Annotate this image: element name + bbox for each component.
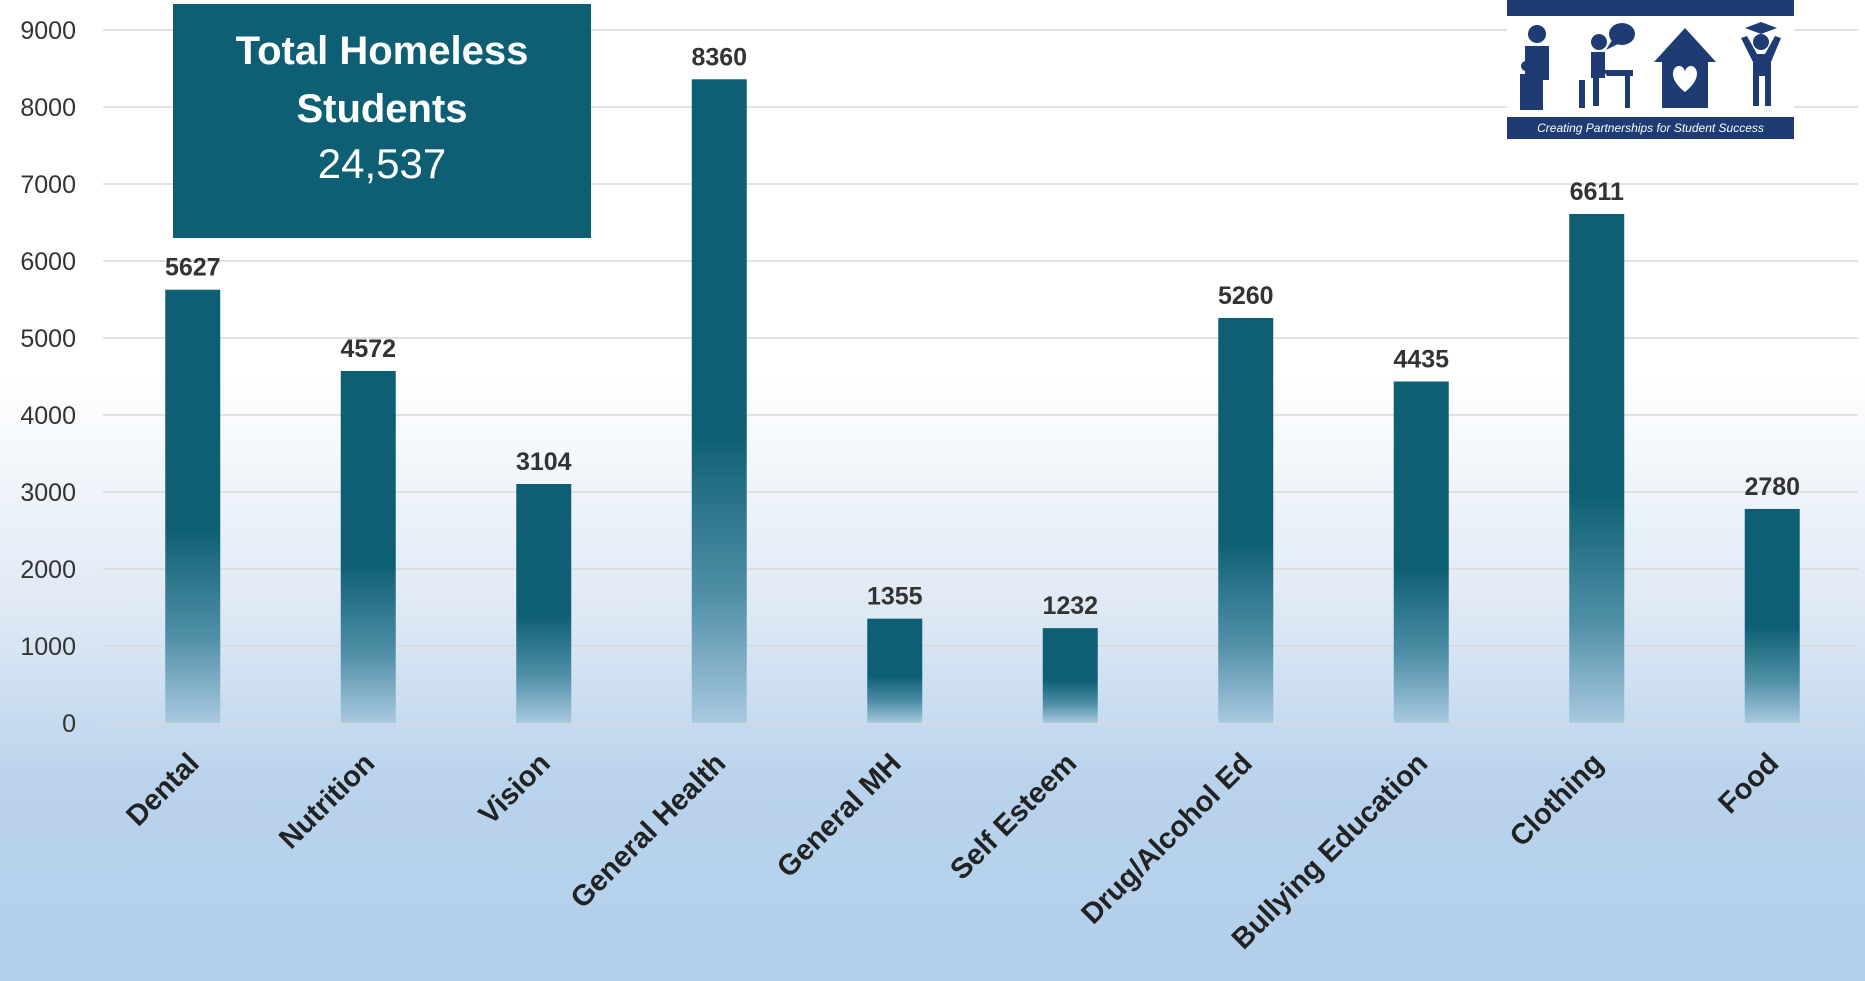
data-label: 5627 <box>165 254 221 282</box>
data-label: 4435 <box>1393 346 1449 374</box>
data-label: 3104 <box>516 448 572 476</box>
x-tick-label: General MH <box>771 747 908 884</box>
bar <box>1218 317 1274 723</box>
home-heart-icon <box>1654 28 1716 108</box>
x-tick-label: Dental <box>120 747 205 832</box>
data-label: 4572 <box>340 335 396 363</box>
bar <box>1042 628 1098 723</box>
data-label: 5260 <box>1218 282 1274 310</box>
bar <box>340 370 396 723</box>
bar <box>1744 508 1800 723</box>
data-labels: 5627 4572 3104 8360 1355 1232 5260 4435 6611 2780 <box>165 43 1800 620</box>
y-tick-label: 5000 <box>20 325 76 353</box>
y-tick-label: 0 <box>62 710 76 738</box>
organization-logo: Creating Partnerships for Student Succes… <box>1507 0 1794 139</box>
y-tick-label: 2000 <box>20 556 76 584</box>
bar <box>1393 381 1449 723</box>
x-axis-ticks: Dental Nutrition Vision General Health Gener… <box>120 747 1785 955</box>
bar <box>165 289 221 723</box>
student-at-desk-icon <box>1579 23 1635 108</box>
y-tick-label: 4000 <box>20 402 76 430</box>
x-tick-label: Drug/Alcohol Ed <box>1075 747 1258 930</box>
graduate-icon <box>1741 22 1781 106</box>
total-box-title: Total Homeless Students <box>235 29 529 131</box>
logo-icons <box>1520 22 1781 110</box>
y-tick-label: 9000 <box>20 17 76 45</box>
y-tick-label: 7000 <box>20 171 76 199</box>
bar <box>1569 213 1625 723</box>
family-icon <box>1520 25 1549 110</box>
bars <box>165 79 1800 723</box>
data-label: 6611 <box>1570 178 1624 206</box>
data-label: 2780 <box>1744 473 1800 501</box>
x-tick-label: Clothing <box>1504 747 1610 853</box>
data-label: 8360 <box>691 43 747 71</box>
bar <box>691 79 747 723</box>
total-box-value: 24,537 <box>317 140 447 187</box>
bar <box>516 483 572 723</box>
x-tick-label: General Health <box>565 747 732 914</box>
x-tick-label: Food <box>1712 747 1785 820</box>
total-homeless-box: Total Homeless Students 24,537 <box>173 4 591 238</box>
x-tick-label: Self Esteem <box>944 747 1083 886</box>
x-tick-label: Nutrition <box>273 747 381 855</box>
bar <box>867 618 923 723</box>
logo-top-band <box>1507 0 1794 16</box>
data-label: 1232 <box>1042 592 1098 620</box>
y-tick-label: 3000 <box>20 479 76 507</box>
y-tick-label: 1000 <box>20 633 76 661</box>
x-tick-label: Bullying Education <box>1226 747 1434 955</box>
y-axis-ticks: 0 1000 2000 3000 4000 5000 6000 7000 8000 9000 <box>20 17 76 738</box>
y-tick-label: 6000 <box>20 248 76 276</box>
x-tick-label: Vision <box>473 747 557 831</box>
y-tick-label: 8000 <box>20 94 76 122</box>
logo-tagline: Creating Partnerships for Student Succes… <box>1507 117 1794 139</box>
data-label: 1355 <box>867 583 923 611</box>
